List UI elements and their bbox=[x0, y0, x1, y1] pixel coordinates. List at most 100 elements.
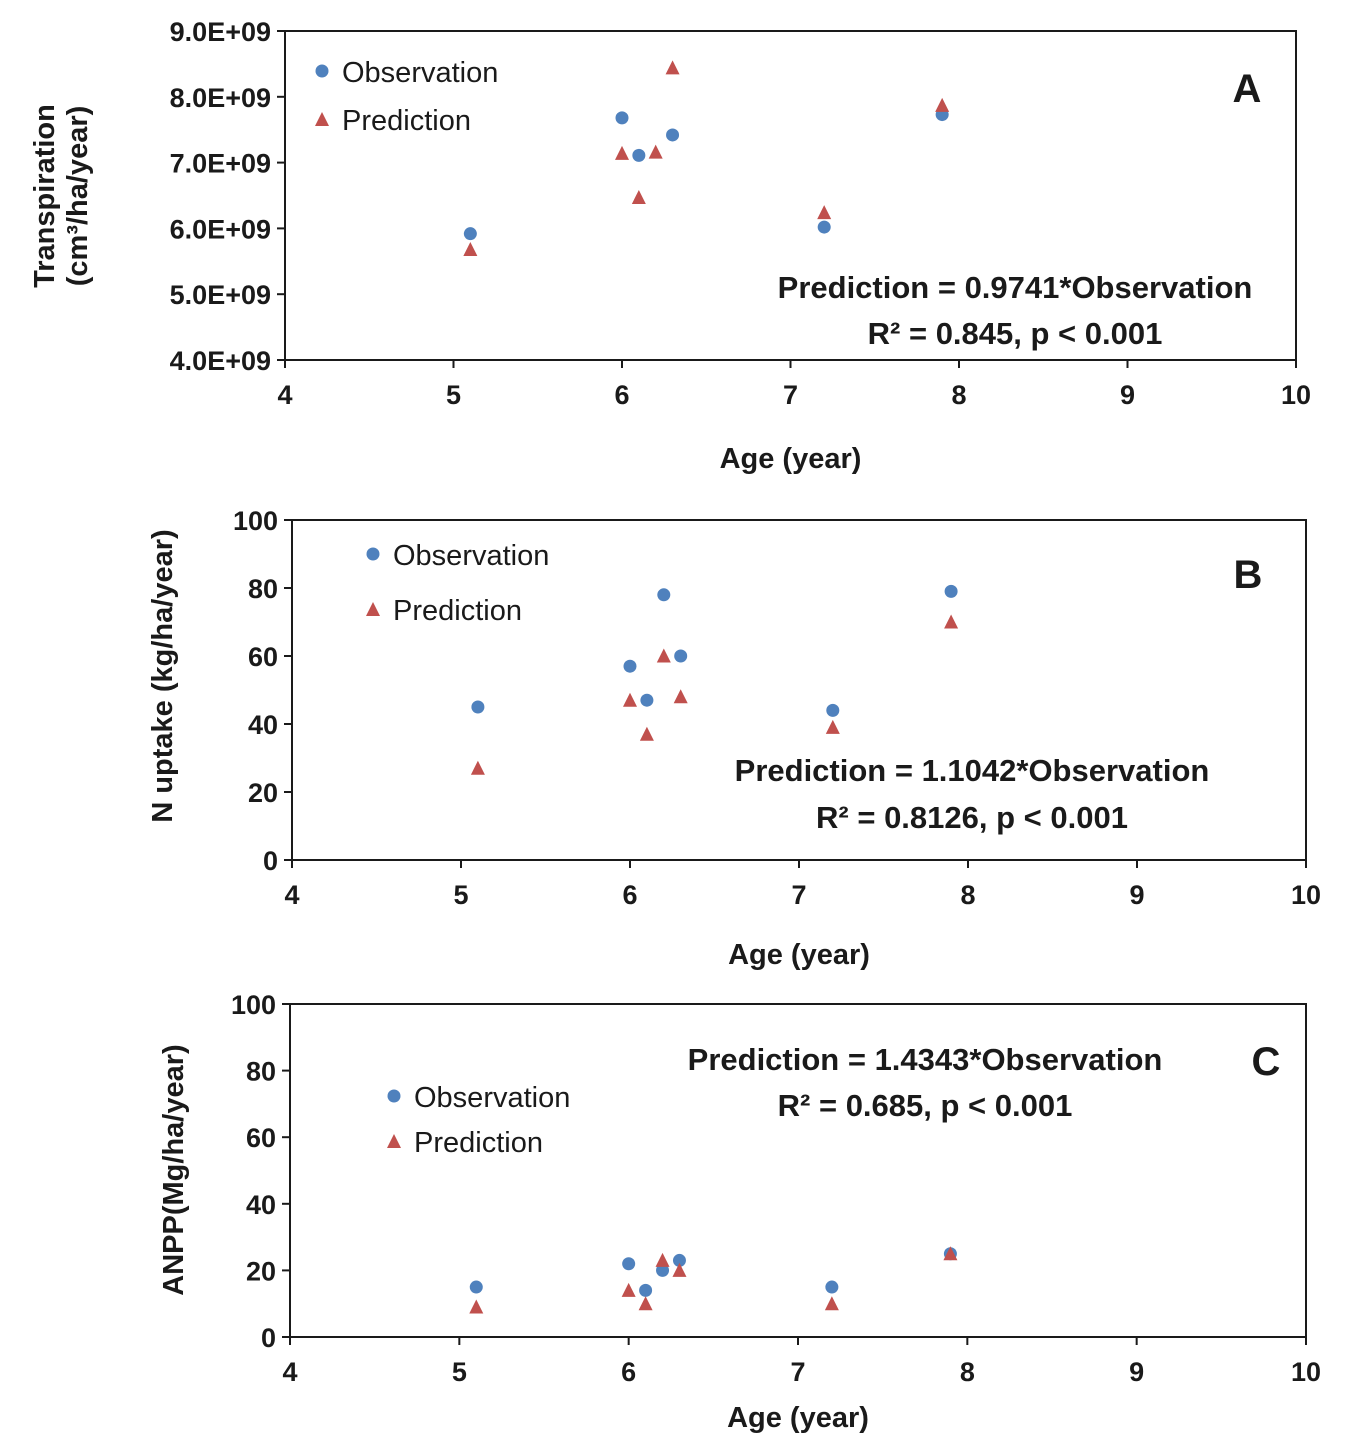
y-axis-title: N uptake (kg/ha/year) bbox=[147, 529, 179, 822]
observation-point bbox=[640, 693, 654, 707]
y-tick-label: 60 bbox=[248, 642, 278, 672]
observation-point bbox=[471, 700, 485, 714]
observation-point bbox=[826, 703, 840, 717]
legend-observation-marker bbox=[315, 64, 329, 78]
regression-equation: Prediction = 1.4343*Observation bbox=[688, 1042, 1163, 1077]
regression-statistics: R² = 0.8126, p < 0.001 bbox=[816, 800, 1128, 835]
observation-point bbox=[632, 148, 646, 162]
x-tick-label: 4 bbox=[284, 880, 299, 910]
observation-point bbox=[817, 220, 831, 234]
legend-prediction-label: Prediction bbox=[342, 105, 471, 137]
x-tick-label: 9 bbox=[1129, 1357, 1144, 1387]
regression-statistics: R² = 0.685, p < 0.001 bbox=[778, 1088, 1073, 1123]
x-tick-label: 10 bbox=[1281, 380, 1311, 410]
observation-point bbox=[656, 1263, 670, 1277]
y-tick-label: 0 bbox=[263, 846, 278, 876]
y-axis-title: ANPP(Mg/ha/year) bbox=[158, 1044, 190, 1295]
panel-a: 4 5 6 7 8 9 10 4.0E+09 5.0E+09 6.0E+09 7.0E+09 8.0E… bbox=[29, 17, 1311, 475]
legend: Observation Prediction bbox=[315, 57, 498, 137]
series-observation bbox=[463, 108, 949, 241]
legend: Observation Prediction bbox=[387, 1082, 570, 1159]
prediction-point bbox=[673, 689, 688, 704]
regression-equation: Prediction = 1.1042*Observation bbox=[735, 753, 1210, 788]
panel-letter: C bbox=[1252, 1040, 1281, 1084]
prediction-point bbox=[665, 60, 680, 75]
prediction-point bbox=[463, 241, 478, 256]
y-axis-title: Transpiration bbox=[29, 104, 61, 288]
y-tick-label: 100 bbox=[231, 990, 276, 1020]
y-tick-label: 40 bbox=[246, 1190, 276, 1220]
x-tick-label: 8 bbox=[960, 1357, 975, 1387]
x-tick-label: 9 bbox=[1120, 380, 1135, 410]
observation-point bbox=[623, 659, 637, 673]
x-tick-label: 7 bbox=[791, 880, 806, 910]
prediction-point bbox=[470, 760, 485, 775]
x-tick-label: 10 bbox=[1291, 1357, 1321, 1387]
observation-point bbox=[825, 1280, 839, 1294]
x-tick-label: 4 bbox=[282, 1357, 297, 1387]
legend-prediction-marker bbox=[387, 1134, 401, 1148]
prediction-point bbox=[615, 145, 629, 160]
x-axis-title: Age (year) bbox=[720, 443, 862, 475]
x-tick-label: 7 bbox=[783, 380, 798, 410]
x-tick-label: 9 bbox=[1129, 880, 1144, 910]
x-axis-title: Age (year) bbox=[728, 939, 870, 971]
y-tick-label: 80 bbox=[248, 574, 278, 604]
observation-point bbox=[657, 588, 671, 602]
prediction-point bbox=[631, 189, 646, 204]
legend-prediction-marker bbox=[366, 602, 380, 616]
observation-point bbox=[469, 1280, 483, 1294]
observation-point bbox=[944, 584, 958, 598]
y-tick-label: 100 bbox=[233, 506, 278, 536]
legend-prediction-label: Prediction bbox=[414, 1127, 543, 1159]
series-prediction bbox=[470, 614, 959, 775]
y-tick-label: 9.0E+09 bbox=[170, 17, 271, 47]
y-tick-label: 7.0E+09 bbox=[170, 149, 271, 179]
y-tick-label: 6.0E+09 bbox=[170, 214, 271, 244]
observation-point bbox=[639, 1283, 653, 1297]
observation-point bbox=[615, 111, 629, 125]
x-tick-label: 8 bbox=[951, 380, 966, 410]
y-tick-label: 80 bbox=[246, 1057, 276, 1087]
prediction-point bbox=[639, 726, 654, 741]
series-observation bbox=[469, 1247, 957, 1297]
y-tick-label: 5.0E+09 bbox=[170, 280, 271, 310]
x-tick-label: 5 bbox=[446, 380, 461, 410]
prediction-point bbox=[672, 1262, 687, 1277]
prediction-point bbox=[655, 1252, 670, 1267]
prediction-point bbox=[944, 614, 959, 629]
x-tick-label: 8 bbox=[960, 880, 975, 910]
x-tick-label: 4 bbox=[277, 380, 292, 410]
y-tick-label: 0 bbox=[261, 1323, 276, 1353]
series-prediction bbox=[469, 1246, 958, 1314]
prediction-point bbox=[656, 648, 671, 663]
y-axis-title: (cm³/ha/year) bbox=[62, 106, 94, 287]
x-tick-label: 6 bbox=[622, 880, 637, 910]
panel-letter: A bbox=[1233, 67, 1262, 111]
legend-prediction-marker bbox=[315, 112, 329, 126]
panel-letter: B bbox=[1234, 553, 1263, 597]
series-observation bbox=[471, 584, 958, 717]
legend-observation-marker bbox=[387, 1089, 401, 1103]
legend-prediction-label: Prediction bbox=[393, 595, 522, 627]
prediction-point bbox=[824, 1296, 839, 1311]
legend-observation-marker bbox=[366, 547, 380, 561]
y-tick-label: 20 bbox=[246, 1256, 276, 1286]
series-prediction bbox=[463, 60, 950, 256]
y-tick-label: 40 bbox=[248, 710, 278, 740]
observation-point bbox=[463, 227, 477, 241]
prediction-point bbox=[825, 719, 840, 734]
observation-point bbox=[672, 1253, 686, 1267]
y-tick-label: 20 bbox=[248, 778, 278, 808]
legend-observation-label: Observation bbox=[393, 540, 549, 572]
prediction-point bbox=[469, 1299, 484, 1314]
prediction-point bbox=[648, 144, 663, 159]
prediction-point bbox=[935, 97, 950, 112]
observation-point bbox=[666, 128, 680, 142]
observation-point bbox=[674, 649, 688, 663]
legend-observation-label: Observation bbox=[342, 57, 498, 89]
regression-statistics: R² = 0.845, p < 0.001 bbox=[868, 316, 1163, 351]
